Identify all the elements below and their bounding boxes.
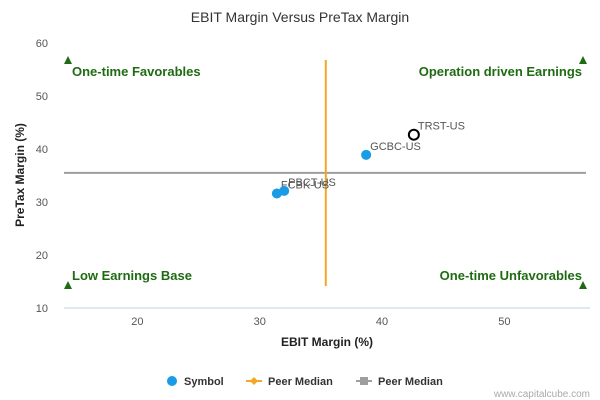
legend-square-marker xyxy=(360,377,368,385)
watermark: www.capitalcube.com xyxy=(493,389,590,400)
quadrant-marker-bottom-right xyxy=(579,281,587,289)
y-axis-ticks: 10 20 30 40 50 60 xyxy=(36,38,48,315)
y-tick-label: 60 xyxy=(36,38,48,50)
y-tick-label: 50 xyxy=(36,91,48,103)
legend-label: Peer Median xyxy=(268,376,333,388)
data-point-label: PBCT-US xyxy=(288,177,336,189)
quadrant-marker-bottom-left xyxy=(64,281,72,289)
quadrant-labels: One-time Favorables Operation driven Ear… xyxy=(64,56,587,289)
legend-label: Symbol xyxy=(184,376,224,388)
legend-diamond-marker xyxy=(250,377,258,385)
legend-item[interactable]: Peer Median xyxy=(246,376,333,388)
y-tick-label: 40 xyxy=(36,144,48,156)
legend-item[interactable]: Symbol xyxy=(167,376,224,388)
quadrant-label-bottom-right: One-time Unfavorables xyxy=(440,268,582,283)
y-axis-label: PreTax Margin (%) xyxy=(13,123,27,227)
legend-symbol-dot xyxy=(167,376,177,386)
quadrant-label-bottom-left: Low Earnings Base xyxy=(72,268,192,283)
data-point[interactable] xyxy=(279,185,290,196)
quadrant-label-top-right: Operation driven Earnings xyxy=(419,64,582,79)
data-point-label: FCBK-US xyxy=(281,180,329,192)
legend: Symbol Peer Median Peer Median xyxy=(167,376,443,388)
legend-label: Peer Median xyxy=(378,376,443,388)
y-tick-label: 10 xyxy=(36,303,48,315)
legend-item[interactable]: Peer Median xyxy=(356,376,443,388)
data-point-label: TRST-US xyxy=(418,121,465,133)
x-tick-label: 30 xyxy=(254,316,266,328)
x-axis-ticks: 20 30 40 50 xyxy=(131,316,510,328)
quadrant-marker-top-right xyxy=(579,56,587,64)
quadrant-marker-top-left xyxy=(64,56,72,64)
data-point-label: GCBC-US xyxy=(370,141,421,153)
data-point[interactable] xyxy=(361,149,372,160)
x-tick-label: 40 xyxy=(376,316,388,328)
y-tick-label: 20 xyxy=(36,250,48,262)
quadrant-label-top-left: One-time Favorables xyxy=(72,64,201,79)
x-tick-label: 50 xyxy=(498,316,510,328)
x-axis-label: EBIT Margin (%) xyxy=(281,335,373,349)
x-tick-label: 20 xyxy=(131,316,143,328)
data-point-highlight[interactable] xyxy=(407,128,420,141)
chart-title: EBIT Margin Versus PreTax Margin xyxy=(191,9,409,25)
y-tick-label: 30 xyxy=(36,197,48,209)
